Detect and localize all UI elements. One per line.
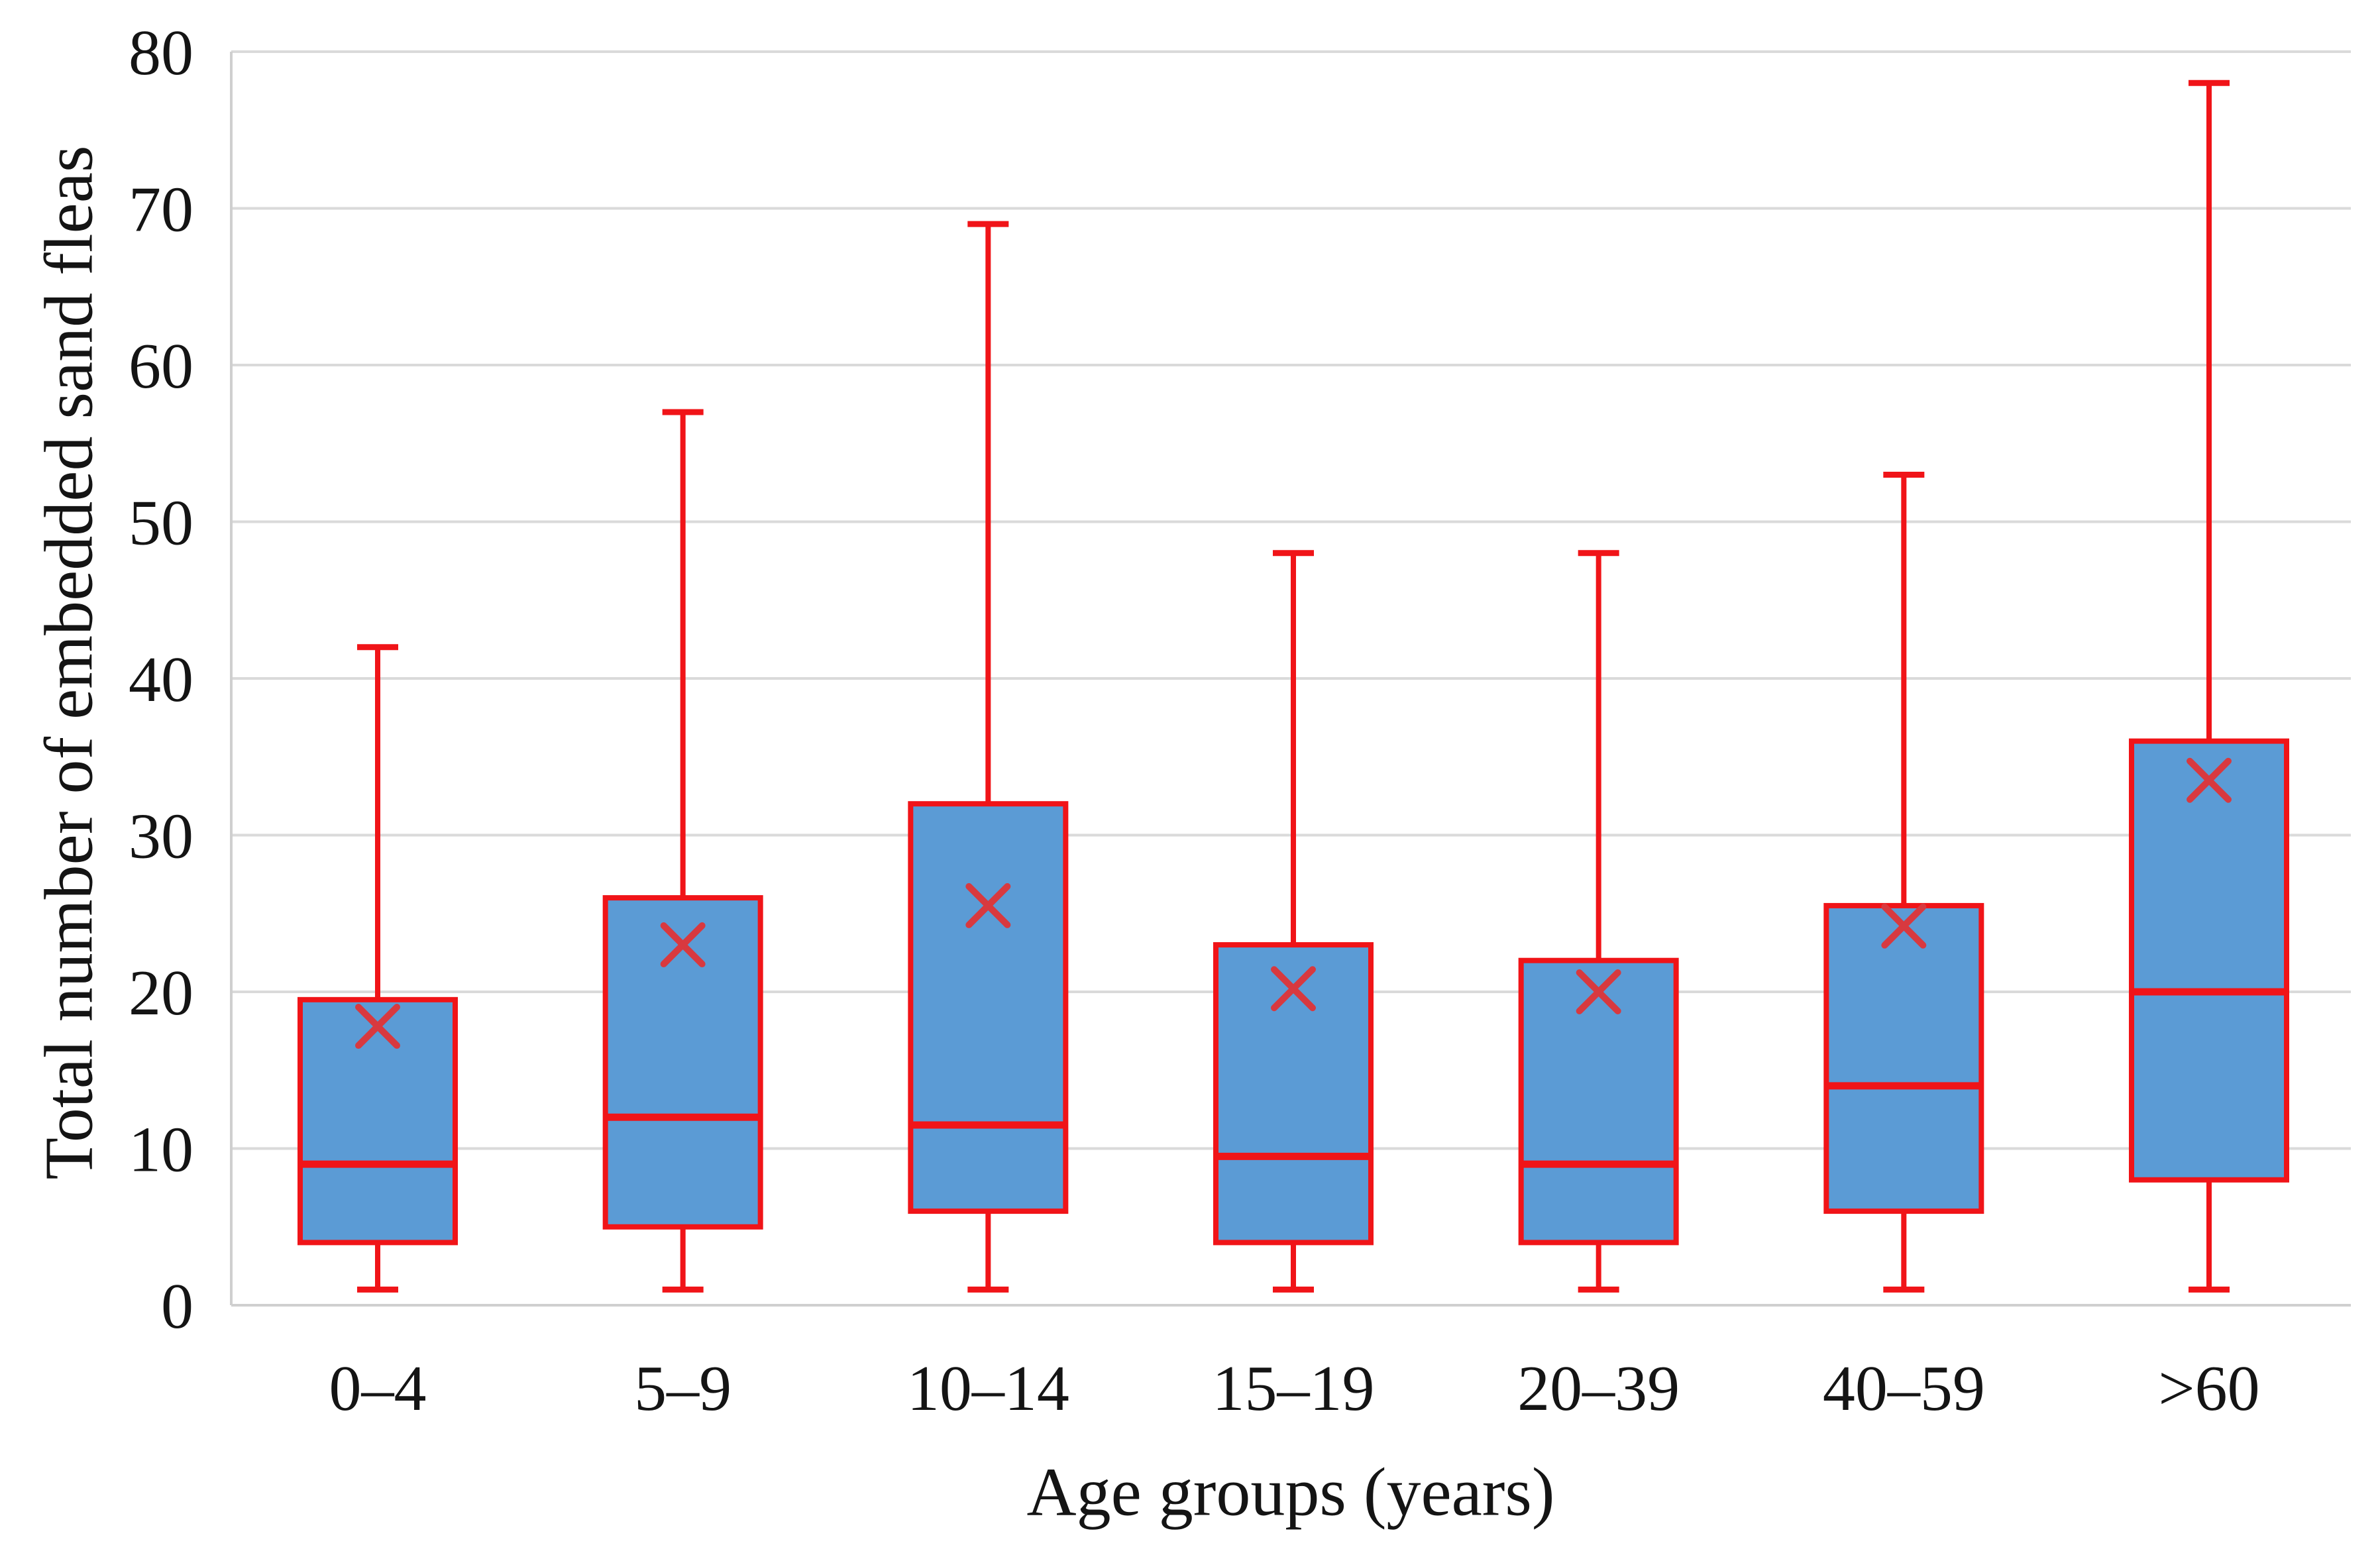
box-group-20-39: [1518, 550, 1679, 1293]
box-group-40-59: [1823, 472, 1984, 1293]
x-tick-label-40-59: 40–59: [1823, 1353, 1985, 1424]
x-tick-label-0-4: 0–4: [329, 1353, 427, 1424]
iqr-box: [298, 996, 458, 1246]
x-tick-label-15-19: 15–19: [1213, 1353, 1375, 1424]
y-tick-label-60: 60: [129, 331, 193, 402]
mean-x-marker: [1576, 969, 1621, 1014]
y-tick-label-80: 80: [129, 17, 193, 89]
box-group-0-4: [298, 644, 458, 1293]
iqr-box: [1518, 957, 1679, 1246]
mean-x-marker: [2187, 757, 2232, 803]
box-group-gt-60: [2129, 80, 2289, 1293]
y-tick-label-50: 50: [129, 488, 193, 559]
y-tick-label-20: 20: [129, 957, 193, 1029]
y-axis-title: Total number of embedded sand fleas: [30, 145, 107, 1180]
x-tick-label-20-39: 20–39: [1517, 1353, 1680, 1424]
x-axis-title: Age groups (years): [1026, 1454, 1555, 1530]
y-tick-label-30: 30: [129, 801, 193, 873]
y-tick-label-10: 10: [129, 1114, 193, 1186]
iqr-box: [2129, 738, 2289, 1183]
y-tick-label-0: 0: [161, 1271, 193, 1342]
mean-x-marker: [355, 1004, 400, 1049]
mean-x-marker: [1271, 966, 1316, 1012]
x-tick-label-10-14: 10–14: [907, 1353, 1069, 1424]
iqr-box: [602, 895, 763, 1230]
iqr-box: [1213, 942, 1374, 1246]
box-group-15-19: [1213, 550, 1374, 1293]
box-group-5-9: [602, 409, 763, 1293]
mean-x-marker: [1881, 903, 1927, 949]
x-tick-label-5-9: 5–9: [634, 1353, 731, 1424]
iqr-box: [908, 801, 1069, 1214]
y-tick-label-40: 40: [129, 644, 193, 716]
mean-x-marker: [965, 883, 1011, 928]
y-tick-label-70: 70: [129, 174, 193, 246]
x-tick-label-gt-60: >60: [2158, 1353, 2259, 1424]
box-group-10-14: [908, 221, 1069, 1293]
mean-x-marker: [660, 922, 706, 968]
iqr-box: [1823, 902, 1984, 1214]
